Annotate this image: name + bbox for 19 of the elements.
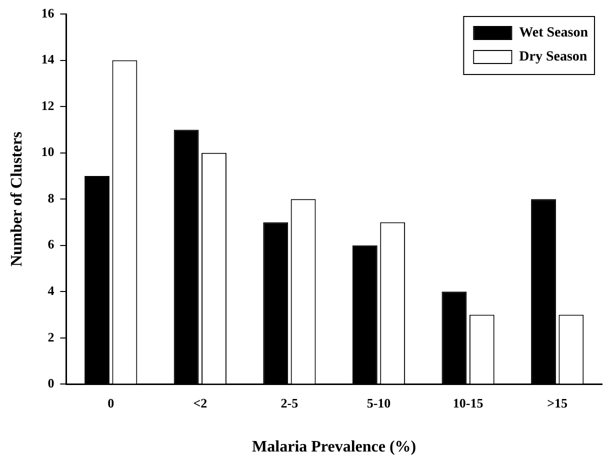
x-tick-label: 5-10	[366, 395, 391, 410]
x-tick-label: <2	[193, 395, 208, 410]
x-tick-label: 10-15	[452, 395, 484, 410]
x-tick-label: >15	[547, 395, 568, 410]
y-tick-label: 14	[41, 52, 55, 67]
x-axis-title: Malaria Prevalence (%)	[252, 438, 416, 456]
x-tick-label: 0	[108, 395, 114, 410]
x-tick-label: 2-5	[280, 395, 299, 410]
y-tick-label: 10	[41, 144, 54, 160]
y-tick-label: 16	[41, 5, 55, 20]
y-tick-label: 0	[48, 376, 54, 391]
y-tick-label: 12	[41, 98, 54, 113]
y-tick-label: 4	[48, 283, 55, 298]
y-axis-title: Number of Clusters	[8, 132, 26, 267]
legend-label: Wet Season	[519, 26, 588, 41]
legend-label: Dry Season	[519, 50, 588, 65]
y-tick-label: 2	[48, 329, 54, 344]
y-tick-label: 8	[48, 190, 55, 206]
y-tick-label: 6	[48, 236, 55, 252]
